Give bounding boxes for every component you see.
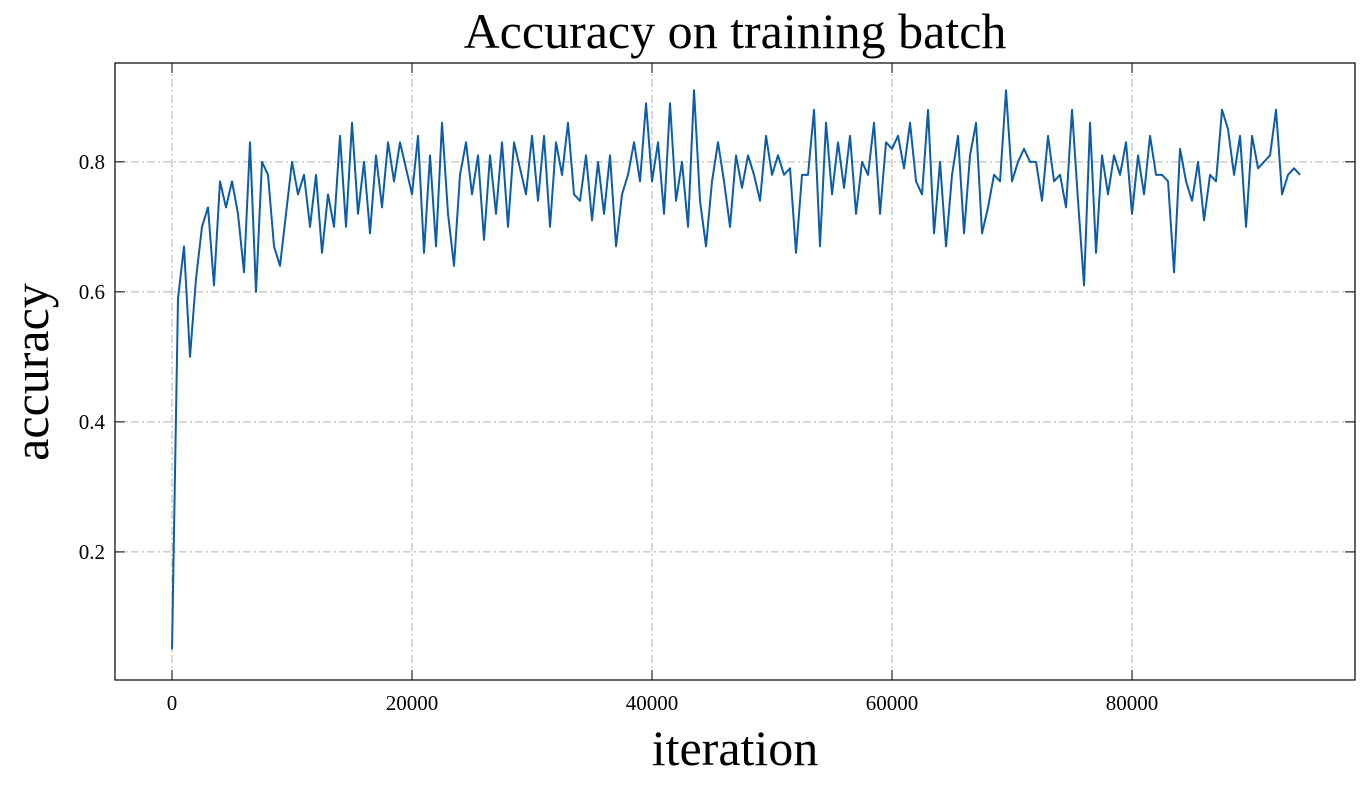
x-tick-label: 40000 <box>626 691 679 715</box>
x-tick-label: 60000 <box>866 691 919 715</box>
y-tick-label: 0.8 <box>79 150 105 174</box>
x-tick-label: 80000 <box>1106 691 1159 715</box>
y-tick-label: 0.2 <box>79 540 105 564</box>
x-axis-label: iteration <box>652 720 819 776</box>
data-line <box>171 89 1301 650</box>
x-tick-label: 20000 <box>386 691 439 715</box>
chart-title: Accuracy on training batch <box>464 3 1007 59</box>
y-tick-label: 0.6 <box>79 280 105 304</box>
x-tick-label: 0 <box>167 691 178 715</box>
y-tick-label: 0.4 <box>79 410 106 434</box>
y-axis-label: accuracy <box>3 283 59 461</box>
plot-frame <box>114 62 1356 681</box>
